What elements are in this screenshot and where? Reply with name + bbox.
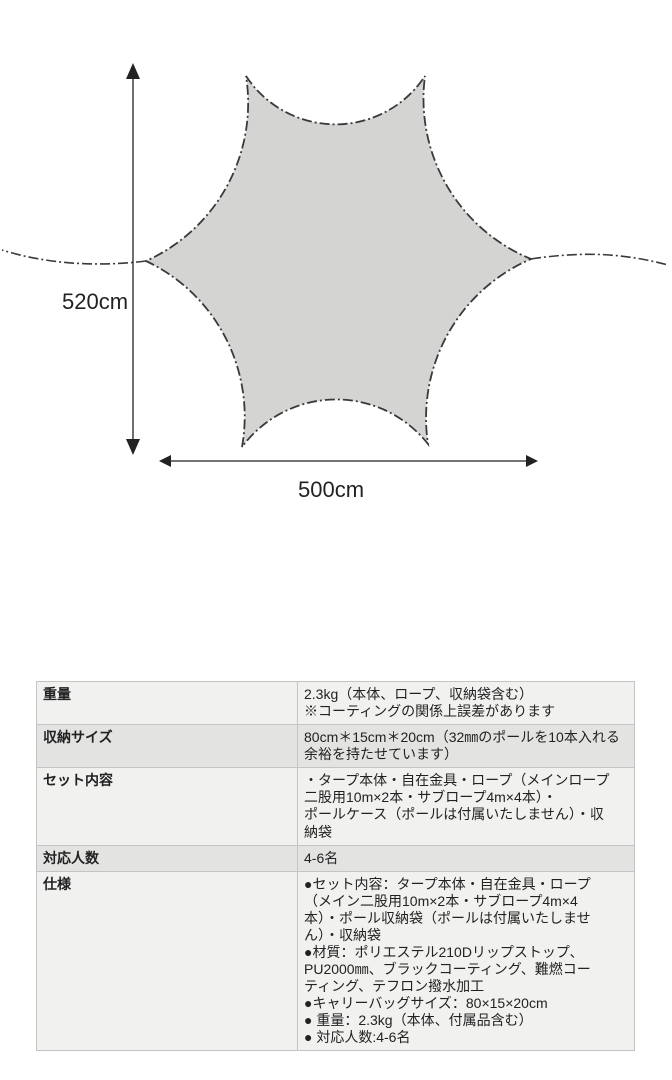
- svg-text:520cm: 520cm: [62, 289, 128, 314]
- svg-text:500cm: 500cm: [298, 477, 364, 502]
